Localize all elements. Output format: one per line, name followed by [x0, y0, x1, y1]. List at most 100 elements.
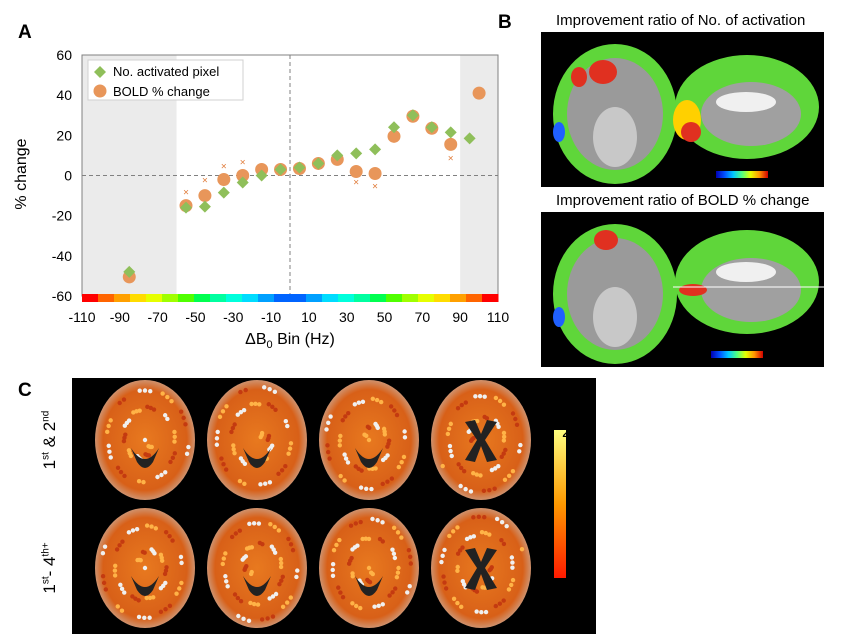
x-colorbar-cell-17: [354, 294, 371, 302]
x-colorbar-cell-15: [322, 294, 339, 302]
x-colorbar-cell-2: [114, 294, 131, 302]
bold-change-point: [472, 86, 486, 100]
x-marker-point: ×: [202, 176, 208, 187]
x-colorbar-cell-16: [338, 294, 355, 302]
x-marker-point: ×: [353, 178, 359, 189]
brain-slice: [95, 380, 195, 500]
x-colorbar-cell-18: [370, 294, 387, 302]
activated-pixel-point: [236, 176, 249, 189]
x-tick-label: -50: [185, 309, 205, 325]
y-tick-label: 60: [56, 47, 72, 63]
brain-slice: [207, 508, 307, 628]
x-colorbar-cell-11: [258, 294, 275, 302]
x-colorbar-cell-3: [130, 294, 147, 302]
x-colorbar-cell-22: [434, 294, 451, 302]
x-axis-label: ΔB0 Bin (Hz): [245, 331, 335, 351]
x-colorbar-cell-8: [210, 294, 227, 302]
cb2-max: 20 %: [765, 344, 795, 359]
bold-change-point: [236, 169, 250, 182]
brain-slice: [319, 508, 419, 628]
x-marker-point: ×: [221, 161, 227, 172]
brain-slice: [319, 380, 419, 500]
x-colorbar-cell-25: [482, 294, 499, 302]
x-colorbar-cell-12: [274, 294, 291, 302]
x-colorbar-cell-10: [242, 294, 259, 302]
legend-box: [87, 59, 244, 101]
activated-pixel-point: [123, 265, 136, 278]
cb2-min: -20: [686, 344, 705, 359]
x-colorbar-cell-9: [226, 294, 243, 302]
x-marker-point: ×: [183, 188, 189, 199]
row-label-1: 1st & 2nd: [40, 398, 60, 482]
bold-change-point: [198, 189, 212, 203]
x-tick-label: 10: [301, 309, 317, 325]
cb1-max: 20 %: [770, 164, 800, 179]
row1-b-sup: nd: [40, 410, 52, 422]
cb2-gradient: [711, 351, 763, 358]
activated-pixel-point: [369, 143, 382, 156]
x-colorbar-cell-1: [98, 294, 115, 302]
row2-mid: - 4: [40, 556, 59, 577]
row-label-2: 1st- 4th+: [40, 526, 60, 610]
row1-mid: & 2: [40, 421, 59, 453]
y-tick-label: -60: [52, 288, 72, 304]
brain-map-bold: [541, 212, 824, 367]
x-colorbar-cell-7: [194, 294, 211, 302]
x-colorbar-cell-21: [418, 294, 435, 302]
activated-pixel-point: [312, 157, 325, 170]
bold-change-point: [387, 129, 401, 143]
brain-map-activation: [541, 32, 824, 187]
x-tick-label: -70: [148, 309, 168, 325]
y-axis-label: % change: [13, 138, 30, 209]
scatter-chart: × × × × × × × -60 -40 -20 0 20 40 60 -110 -90 -70 -50 -30…: [13, 47, 510, 351]
bold-change-point: [217, 173, 231, 187]
activated-pixel-point: [217, 186, 230, 199]
x-tick-label: -90: [110, 309, 130, 325]
x-tick-label: 110: [487, 309, 510, 325]
x-colorbar-cell-4: [146, 294, 163, 302]
bold-change-point: [255, 162, 269, 176]
x-marker-point: ×: [448, 153, 454, 164]
x-tick-label: 90: [452, 309, 468, 325]
activated-pixel-point: [331, 149, 344, 162]
brain-map-activation-image: [553, 44, 819, 184]
panel-c-letter: C: [18, 380, 32, 401]
x-colorbar-cell-19: [386, 294, 403, 302]
brain-slices-grid: [72, 378, 596, 634]
activated-pixel-point: [425, 121, 438, 134]
activated-pixel-point: [350, 147, 363, 160]
cb1-gradient: [716, 171, 768, 178]
row1-a-sup: st: [40, 452, 52, 460]
brain-slices-image: [95, 380, 566, 628]
x-colorbar-cell-6: [178, 294, 195, 302]
bold-change-point: [368, 166, 382, 180]
activated-pixel-point: [444, 126, 457, 139]
row1-a: 1: [40, 459, 59, 470]
cb1-min: -20: [691, 164, 710, 179]
brain-slice: [95, 508, 195, 628]
x-colorbar-cell-14: [306, 294, 323, 302]
brain-slice: [431, 508, 531, 628]
row2-b-sup: th+: [40, 542, 52, 557]
x-colorbar-cell-20: [402, 294, 419, 302]
row2-a: 1: [40, 584, 59, 594]
bold-change-point: [349, 164, 363, 178]
activated-pixel-point: [293, 161, 306, 174]
c-cb-min: 2: [566, 578, 575, 595]
legend-label-activated: No. activated pixel: [113, 64, 219, 79]
x-marker-point: ×: [240, 157, 246, 168]
activated-pixel-point: [255, 169, 268, 182]
x-tick-label: -30: [223, 309, 243, 325]
x-colorbar-cell-13: [290, 294, 307, 302]
activated-pixel-point: [463, 132, 476, 145]
legend-label-bold: BOLD % change: [113, 84, 210, 99]
x-colorbar-cell-5: [162, 294, 179, 302]
x-tick-label: -110: [69, 309, 96, 325]
x-tick-label: 70: [415, 309, 431, 325]
hot-colorbar: [554, 430, 566, 578]
caption-no-activation: Improvement ratio of No. of activation: [556, 12, 806, 29]
y-tick-label: 40: [56, 87, 72, 103]
brain-slice: [207, 380, 307, 500]
bold-change-point: [444, 137, 458, 151]
y-tick-label: -40: [52, 248, 72, 264]
